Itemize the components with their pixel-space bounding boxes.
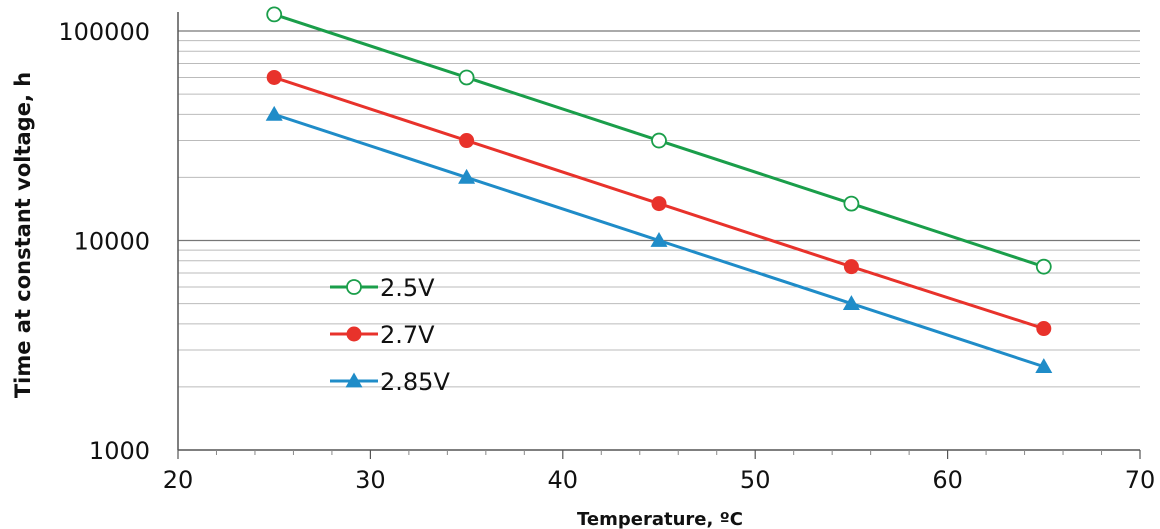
- series-2-5V: [266, 6, 1052, 275]
- data-point: [459, 133, 475, 149]
- series-2-7V: [266, 69, 1052, 337]
- x-tick-label: 70: [1125, 466, 1156, 494]
- axes: 20 30 40 50 60 70 1000 10000 100000: [58, 12, 1155, 494]
- data-point: [1035, 358, 1053, 374]
- y-axis-title: Time at constant voltage, h: [11, 72, 35, 398]
- grid: [178, 30, 1140, 388]
- x-tick-label: 20: [163, 466, 194, 494]
- data-point: [346, 326, 362, 342]
- data-point: [266, 69, 282, 85]
- legend-entry: 2.5V: [330, 274, 435, 302]
- data-point: [843, 195, 860, 212]
- data-point: [651, 196, 667, 212]
- x-tick-label: 60: [932, 466, 963, 494]
- data-point: [842, 295, 860, 310]
- data-point: [266, 6, 283, 23]
- data-point: [1036, 321, 1052, 337]
- data-point: [346, 279, 362, 295]
- series-2-85V: [265, 105, 1053, 374]
- data-point: [651, 132, 667, 149]
- data-point: [1035, 258, 1052, 275]
- data-point: [843, 259, 859, 275]
- data-point: [458, 69, 475, 86]
- legend-entry: 2.85V: [330, 368, 450, 396]
- data-point: [458, 168, 476, 184]
- legend-entry: 2.7V: [330, 321, 435, 349]
- legend-label: 2.5V: [380, 274, 435, 302]
- legend: 2.5V 2.7V 2.85V: [330, 274, 450, 396]
- series-group: [265, 6, 1053, 374]
- x-tick-label: 40: [548, 466, 579, 494]
- y-tick-label: 1000: [89, 437, 150, 465]
- legend-label: 2.7V: [380, 321, 435, 349]
- x-axis-title: Temperature, ºC: [577, 509, 743, 529]
- data-point: [345, 372, 363, 388]
- data-point: [265, 105, 283, 121]
- data-point: [650, 232, 668, 247]
- x-tick-label: 30: [355, 466, 386, 494]
- x-tick-label: 50: [740, 466, 771, 494]
- y-tick-label: 100000: [58, 18, 150, 46]
- y-tick-label: 10000: [74, 228, 150, 256]
- legend-label: 2.85V: [380, 368, 450, 396]
